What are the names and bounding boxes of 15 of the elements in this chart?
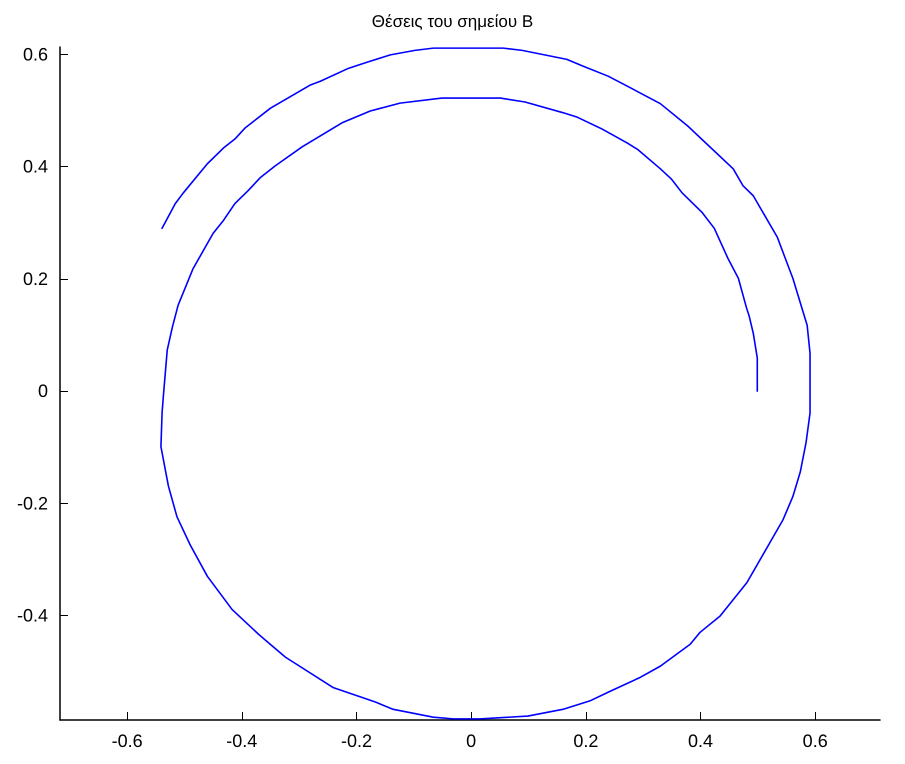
y-tick-label: 0.2 [22, 268, 48, 289]
x-tick-label: 0.2 [573, 731, 598, 751]
x-tick-label: 0.4 [688, 731, 714, 751]
chart-title: Θέσεις του σημείου B [372, 12, 534, 31]
line-series [160, 47, 811, 720]
y-tick-label: 0 [38, 381, 48, 402]
x-tick-label: -0.4 [226, 731, 258, 751]
x-tick-label: -0.2 [340, 731, 372, 751]
x-tick-label: -0.6 [112, 731, 143, 751]
y-tick-label: 0.4 [22, 156, 48, 177]
y-tick-label: 0.6 [22, 44, 48, 64]
x-tick-label: 0 [466, 731, 476, 751]
y-tick-label: -0.2 [16, 493, 48, 514]
x-tick-label: 0.6 [802, 731, 828, 751]
y-tick-label: -0.4 [16, 606, 48, 626]
